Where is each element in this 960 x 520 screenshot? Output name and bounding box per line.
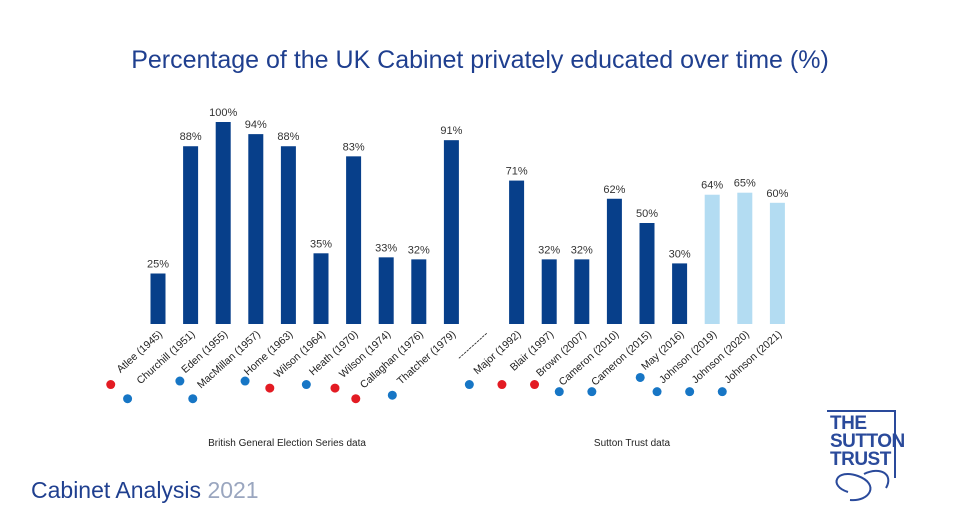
bar-chart: 25%Atlee (1945)88%Churchill (1951)100%Ed… xyxy=(106,107,789,449)
party-dot-8 xyxy=(351,394,361,404)
bar-4 xyxy=(280,146,296,324)
bar-18 xyxy=(737,192,753,324)
party-dot-7 xyxy=(330,383,340,393)
value-label-11: 71% xyxy=(506,166,528,178)
group-label-0: British General Election Series data xyxy=(208,438,366,449)
value-label-3: 94% xyxy=(245,119,267,131)
party-dot-6 xyxy=(301,380,311,390)
category-label-19: Johnson (2021) xyxy=(722,328,784,386)
party-dot-15 xyxy=(587,387,597,397)
bar-9 xyxy=(443,140,459,324)
bar-16 xyxy=(672,263,688,324)
value-label-19: 60% xyxy=(766,188,788,200)
category-label-17: Johnson (2019) xyxy=(657,328,719,386)
bar-13 xyxy=(574,259,590,324)
group-label-1: Sutton Trust data xyxy=(594,438,671,449)
value-label-8: 32% xyxy=(408,244,430,256)
party-dot-3 xyxy=(188,394,198,404)
value-label-2: 100% xyxy=(209,107,237,119)
party-dot-18 xyxy=(685,387,695,397)
bar-3 xyxy=(248,134,264,324)
party-dot-5 xyxy=(265,383,275,393)
value-label-16: 30% xyxy=(669,248,691,260)
value-label-13: 32% xyxy=(571,244,593,256)
bar-12 xyxy=(541,259,557,324)
party-dot-2 xyxy=(175,376,185,386)
logo-line-1: THE xyxy=(830,413,867,434)
bar-0 xyxy=(150,273,166,324)
logo-line-2: SUTTON xyxy=(830,431,905,452)
party-dot-19 xyxy=(717,387,727,397)
bar-2 xyxy=(215,122,231,324)
bar-15 xyxy=(639,223,655,324)
sutton-trust-logo: THE SUTTON TRUST xyxy=(824,408,905,504)
footer-year: 2021 xyxy=(207,477,259,503)
value-label-1: 88% xyxy=(180,131,202,143)
value-label-18: 65% xyxy=(734,178,756,190)
bar-7 xyxy=(378,257,394,324)
party-dot-11 xyxy=(464,380,474,390)
party-dot-9 xyxy=(387,390,397,400)
value-label-6: 83% xyxy=(343,141,365,153)
bar-8 xyxy=(411,259,427,324)
category-label-9: Thatcher (1979) xyxy=(395,328,459,387)
party-dot-14 xyxy=(554,387,564,397)
party-dot-4 xyxy=(240,376,250,386)
value-label-17: 64% xyxy=(701,180,723,192)
party-dot-16 xyxy=(635,372,645,382)
party-dot-13 xyxy=(530,380,540,390)
bar-17 xyxy=(704,194,720,324)
party-dot-0 xyxy=(106,380,116,390)
value-label-5: 35% xyxy=(310,238,332,250)
bar-14 xyxy=(606,198,622,324)
party-dot-1 xyxy=(123,394,133,404)
value-label-7: 33% xyxy=(375,242,397,254)
bar-11 xyxy=(509,180,525,324)
value-label-15: 50% xyxy=(636,208,658,220)
value-label-14: 62% xyxy=(603,184,625,196)
logo-line-3: TRUST xyxy=(830,449,891,470)
chart-title: Percentage of the UK Cabinet privately e… xyxy=(131,46,829,74)
value-label-9: 91% xyxy=(440,125,462,137)
category-label-18: Johnson (2020) xyxy=(690,328,752,386)
footer-title-text: Cabinet Analysis xyxy=(31,477,202,503)
category-label-1: Churchill (1951) xyxy=(134,328,197,387)
bar-1 xyxy=(183,146,199,324)
value-label-4: 88% xyxy=(277,131,299,143)
bar-5 xyxy=(313,253,329,324)
value-label-12: 32% xyxy=(538,244,560,256)
bar-19 xyxy=(769,202,785,324)
bar-6 xyxy=(346,156,362,324)
party-dot-12 xyxy=(497,380,507,390)
value-label-0: 25% xyxy=(147,259,169,271)
footer-title: Cabinet Analysis 2021 xyxy=(31,477,259,504)
party-dot-17 xyxy=(652,387,662,397)
logo-frame-icon xyxy=(827,410,896,502)
